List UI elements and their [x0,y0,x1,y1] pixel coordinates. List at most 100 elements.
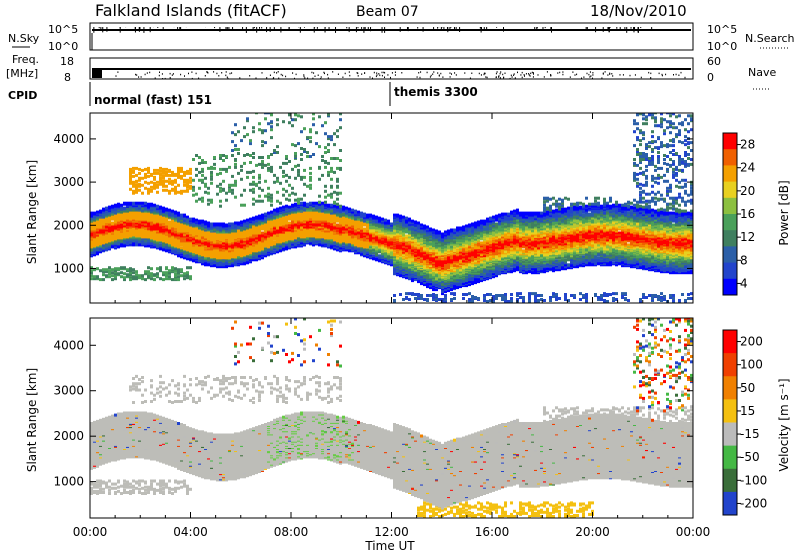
power-cell [360,221,363,225]
power-cell [336,231,339,235]
power-cell [300,115,303,119]
nave-tick-top: 60 [707,55,721,68]
power-cell [252,152,255,155]
power-cell [234,144,237,148]
power-cell [141,232,144,236]
power-cell [207,186,210,190]
power-cell [144,172,147,176]
power-cell [252,238,255,242]
cpid-segment-2: themis 3300 [394,85,478,99]
power-cell [339,166,342,170]
power-cell [177,249,180,253]
power-cell [264,222,267,226]
power-cell [210,236,213,240]
power-cell [249,188,252,192]
power-cell [378,238,381,242]
power-cell [294,245,297,249]
power-cell [213,246,216,250]
power-cell [228,222,231,226]
power-cell [195,260,198,264]
power-cell [168,177,171,181]
power-cell [141,191,144,195]
power-cell [333,157,336,160]
power-cell [411,277,414,281]
power-cell [174,172,177,176]
power-cell [228,249,231,253]
nsky-tick-bottom: 10^0 [48,40,78,53]
power-cell [399,249,402,253]
power-cell [297,224,300,228]
power-cell [219,182,222,186]
power-cell [171,187,174,191]
power-cell [141,211,144,215]
power-cell [288,232,291,236]
power-cell [126,242,129,246]
power-cell [159,236,162,240]
power-cell [90,277,93,281]
power-cell [261,144,264,148]
power-cell [270,199,273,203]
power-cell [363,231,366,235]
power-cell [183,231,186,235]
power-cell [402,268,405,272]
power-cell [96,238,99,242]
power-cell [318,208,321,212]
power-cell [192,217,195,221]
power-cell [273,208,276,212]
power-cell [123,272,126,276]
power-cell [315,213,318,217]
power-cell [180,166,183,170]
power-cell [276,215,279,219]
power-cell [243,203,246,207]
power-cell [111,236,114,240]
power-cell [327,143,330,147]
power-cell [237,229,240,233]
power-cell [375,242,378,246]
power-cell [105,239,108,243]
power-cell [237,221,240,225]
power-cell [309,171,312,175]
power-cell [123,231,126,235]
power-cell [306,224,309,228]
power-cell [243,251,246,255]
power-cell [114,229,117,233]
power-cell [90,211,93,215]
power-cell [300,147,303,150]
power-cell [285,204,288,208]
power-cell [219,199,222,203]
power-cell [258,162,261,166]
power-cell [330,184,333,188]
power-cell [381,243,384,247]
power-cell [216,259,219,263]
power-cell [300,177,303,181]
power-cell [360,239,363,243]
power-cell [180,248,183,252]
power-cell [189,217,192,221]
power-cell [156,183,159,187]
power-cell [180,169,183,173]
power-cell [291,220,294,224]
power-cell [222,222,225,226]
power-cell [222,241,225,245]
power-cell [342,232,345,236]
power-cell [117,230,120,234]
power-cell [315,208,318,212]
power-cell [117,233,120,237]
power-cell [288,205,291,209]
power-cell [156,267,159,271]
power-cell [129,167,132,171]
power-cell [159,266,162,270]
power-cell [219,222,222,226]
power-cell [90,271,93,275]
power-cell [135,188,138,192]
power-cell [210,198,213,202]
power-cell [264,250,267,254]
power-cell [276,240,279,244]
power-cell [276,211,279,215]
power-cell [261,156,264,159]
power-cell [156,227,159,231]
power-cell [204,161,207,164]
power-cell [207,198,210,202]
power-cell [183,216,186,220]
power-cell [117,272,120,276]
